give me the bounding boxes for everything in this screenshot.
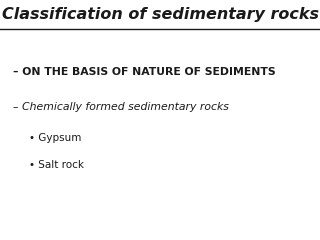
Text: • Gypsum: • Gypsum xyxy=(29,133,81,143)
Text: • Salt rock: • Salt rock xyxy=(29,160,84,170)
Text: – Chemically formed sedimentary rocks: – Chemically formed sedimentary rocks xyxy=(13,102,229,112)
Text: – ON THE BASIS OF NATURE OF SEDIMENTS: – ON THE BASIS OF NATURE OF SEDIMENTS xyxy=(13,67,276,77)
Text: Classification of sedimentary rocks: Classification of sedimentary rocks xyxy=(2,7,318,22)
